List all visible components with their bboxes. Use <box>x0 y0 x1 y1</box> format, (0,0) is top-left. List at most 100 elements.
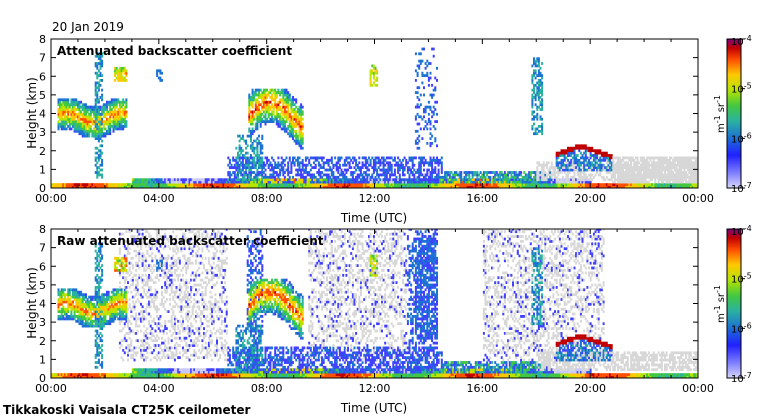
heatmap-cell <box>182 185 184 188</box>
heatmap-cell <box>262 115 265 119</box>
heatmap-cell <box>88 305 91 309</box>
heatmap-cell <box>240 180 243 184</box>
heatmap-cell <box>68 103 71 107</box>
heatmap-cell <box>537 88 540 92</box>
heatmap-cell <box>182 178 184 182</box>
heatmap-cell <box>96 117 99 121</box>
heatmap-cell <box>256 142 259 145</box>
heatmap-cell <box>258 96 260 99</box>
heatmap-cell <box>81 125 84 128</box>
heatmap-cell <box>468 183 471 186</box>
heatmap-cell <box>626 163 629 167</box>
heatmap-cell <box>271 185 273 188</box>
heatmap-cell <box>353 166 356 169</box>
heatmap-cell <box>311 156 314 160</box>
heatmap-cell <box>660 168 663 172</box>
heatmap-cell <box>678 163 681 167</box>
heatmap-cell <box>393 171 396 174</box>
heatmap-cell <box>272 120 275 123</box>
heatmap-cell <box>537 105 540 109</box>
heatmap-cell <box>251 103 254 107</box>
heatmap-cell <box>680 156 683 160</box>
heatmap-cell <box>418 156 421 160</box>
heatmap-cell <box>688 171 691 174</box>
heatmap-cell <box>468 171 471 174</box>
heatmap-cell <box>678 180 681 184</box>
heatmap-cell <box>96 329 99 333</box>
heatmap-cell <box>254 175 257 179</box>
heatmap-cell <box>106 108 108 111</box>
heatmap-cell <box>91 302 94 306</box>
heatmap-cell <box>665 178 668 182</box>
heatmap-cell <box>541 125 544 128</box>
heatmap-cell <box>570 151 573 155</box>
heatmap-cell <box>337 156 340 160</box>
heatmap-cell <box>78 315 81 318</box>
heatmap-cell <box>599 173 602 177</box>
heatmap-cell <box>602 158 605 162</box>
heatmap-cell <box>434 127 437 131</box>
heatmap-cell <box>431 161 434 165</box>
heatmap-cell <box>241 166 244 169</box>
heatmap-cell <box>408 173 411 177</box>
heatmap-cell <box>575 156 578 160</box>
heatmap-cell <box>78 112 81 116</box>
heatmap-cell <box>298 120 301 123</box>
heatmap-cell <box>63 298 66 301</box>
heatmap-cell <box>86 105 89 109</box>
heatmap-cell <box>60 98 63 102</box>
heatmap-cell <box>112 120 115 123</box>
heatmap-cell <box>610 156 613 160</box>
heatmap-cell <box>539 103 542 107</box>
heatmap-cell <box>636 163 639 167</box>
heatmap-cell <box>657 171 660 174</box>
heatmap-cell <box>73 105 76 109</box>
heatmap-cell <box>301 158 304 162</box>
heatmap-cell <box>557 180 560 184</box>
heatmap-cell <box>659 183 662 186</box>
heatmap-cell <box>94 290 97 294</box>
heatmap-cell <box>379 178 382 182</box>
heatmap-cell <box>112 115 115 119</box>
heatmap-cell <box>515 185 518 188</box>
heatmap-cell <box>369 81 372 85</box>
heatmap-cell <box>542 173 545 177</box>
heatmap-cell <box>96 86 99 90</box>
heatmap-cell <box>406 185 409 188</box>
heatmap-cell <box>366 180 369 184</box>
heatmap-cell <box>463 180 466 184</box>
heatmap-cell <box>408 168 411 172</box>
heatmap-cell <box>156 71 159 75</box>
heatmap-cell <box>73 373 76 376</box>
heatmap-cell <box>633 161 636 165</box>
heatmap-cell <box>576 178 579 182</box>
heatmap-cell <box>115 69 118 73</box>
heatmap-cell <box>452 180 455 184</box>
heatmap-cell <box>225 185 228 188</box>
heatmap-cell <box>140 183 142 186</box>
heatmap-cell <box>67 120 70 123</box>
heatmap-cell <box>533 110 535 114</box>
heatmap-cell <box>256 98 259 102</box>
heatmap-cell <box>75 305 78 309</box>
heatmap-cell <box>546 173 548 177</box>
heatmap-cell <box>262 93 265 97</box>
heatmap-cell <box>73 120 76 123</box>
heatmap-cell <box>665 158 668 162</box>
heatmap-cell <box>96 62 99 65</box>
heatmap-cell <box>364 178 367 182</box>
heatmap-cell <box>287 103 290 107</box>
heatmap-cell <box>413 156 416 160</box>
heatmap-cell <box>351 183 354 186</box>
heatmap-cell <box>97 129 100 133</box>
heatmap-cell <box>633 158 636 162</box>
heatmap-cell <box>271 103 273 107</box>
heatmap-cell <box>62 185 65 188</box>
heatmap-cell <box>251 178 254 182</box>
heatmap-cell <box>482 183 485 186</box>
heatmap-cell <box>243 173 246 177</box>
heatmap-cell <box>636 185 639 188</box>
heatmap-cell <box>81 117 84 121</box>
heatmap-cell <box>387 166 390 169</box>
heatmap-cell <box>655 175 658 179</box>
